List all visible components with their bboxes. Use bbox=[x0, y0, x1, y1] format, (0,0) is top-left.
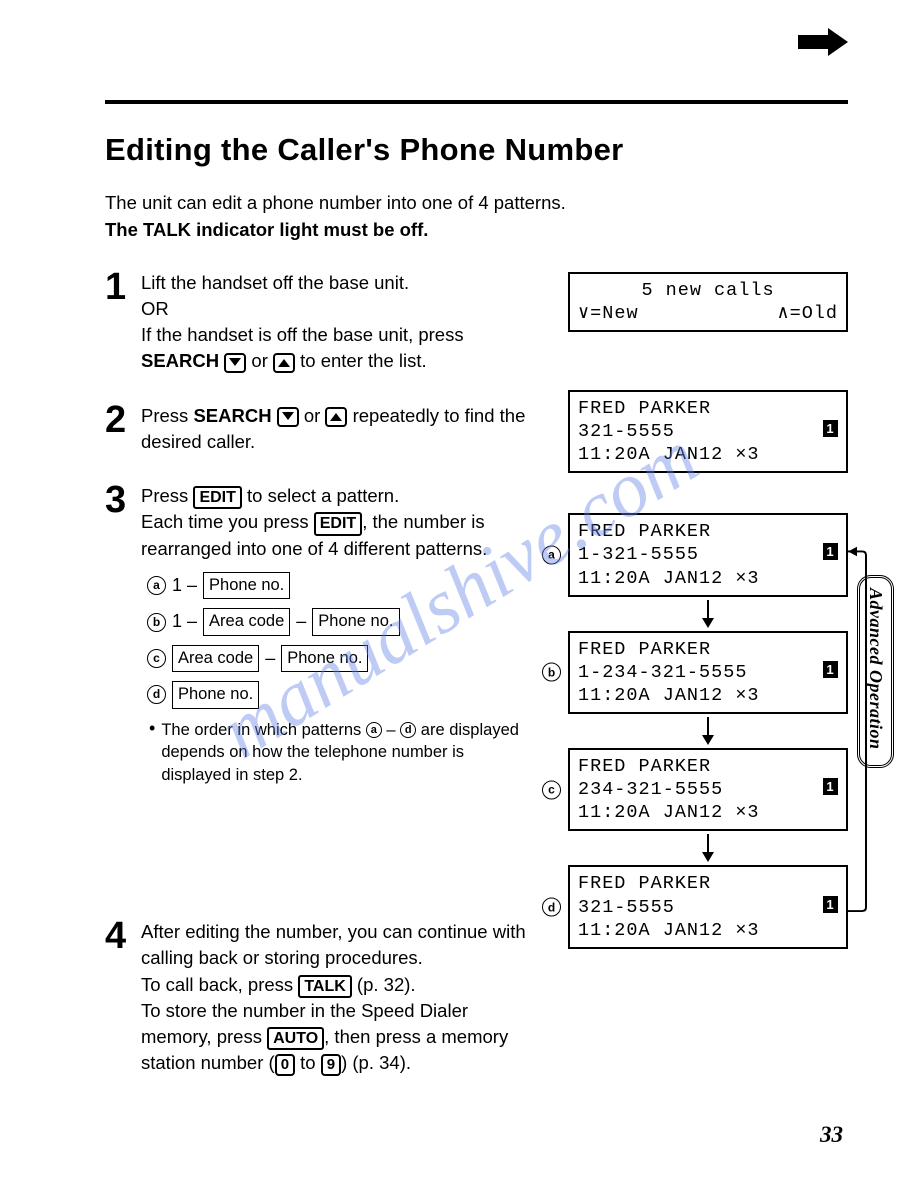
circle-a-icon: a bbox=[366, 722, 382, 738]
lcd-line: 5 new calls bbox=[578, 279, 838, 302]
lcd-datetime: 11:20A JAN12 ×3 bbox=[578, 919, 838, 942]
flow-arrow-icon bbox=[568, 831, 848, 865]
phone-no-box: Phone no. bbox=[203, 572, 290, 599]
lcd-name: FRED PARKER bbox=[578, 520, 838, 543]
bullet-icon: • bbox=[149, 719, 155, 787]
down-arrow-icon bbox=[277, 407, 299, 427]
lcd-screen: FRED PARKER 321-55551 11:20A JAN12 ×3 bbox=[568, 390, 848, 473]
circle-c-icon: c bbox=[542, 780, 561, 799]
manual-page: Editing the Caller's Phone Number The un… bbox=[0, 0, 918, 1188]
step-body: Press SEARCH or repeatedly to find the d… bbox=[141, 401, 535, 456]
circle-b-icon: b bbox=[147, 613, 166, 632]
pattern-a: a 1 – Phone no. bbox=[147, 572, 535, 599]
line-indicator-icon: 1 bbox=[823, 896, 838, 913]
next-page-arrow-icon bbox=[798, 28, 848, 56]
flow-arrow-icon bbox=[568, 714, 848, 748]
header-rule bbox=[105, 100, 848, 104]
phone-no-box: Phone no. bbox=[172, 681, 259, 708]
line-indicator-icon: 1 bbox=[823, 778, 838, 795]
lcd-screen: FRED PARKER 1-234-321-55551 11:20A JAN12… bbox=[568, 631, 848, 714]
lcd-number-line: 321-55551 bbox=[578, 896, 838, 919]
lcd-pattern-a: a FRED PARKER 1-321-55551 11:20A JAN12 ×… bbox=[568, 513, 848, 596]
page-title: Editing the Caller's Phone Number bbox=[105, 132, 848, 168]
zero-key: 0 bbox=[275, 1054, 295, 1076]
flow-arrow-icon bbox=[568, 597, 848, 631]
lcd-datetime: 11:20A JAN12 ×3 bbox=[578, 684, 838, 707]
step-number: 1 bbox=[105, 268, 141, 375]
step-number: 3 bbox=[105, 481, 141, 787]
line-indicator-icon: 1 bbox=[823, 543, 838, 560]
talk-key: TALK bbox=[298, 975, 351, 998]
lcd-number-line: 1-321-55551 bbox=[578, 543, 838, 566]
lcd-name: FRED PARKER bbox=[578, 872, 838, 895]
circle-d-icon: d bbox=[400, 722, 416, 738]
auto-key: AUTO bbox=[267, 1027, 324, 1050]
lcd-screen: FRED PARKER 234-321-55551 11:20A JAN12 ×… bbox=[568, 748, 848, 831]
step-body: After editing the number, you can contin… bbox=[141, 917, 535, 1077]
lcd-column: 5 new calls ∨=New∧=Old FRED PARKER 321-5… bbox=[568, 268, 848, 949]
step-number: 4 bbox=[105, 917, 141, 1077]
step-3: 3 Press EDIT to select a pattern. Each t… bbox=[105, 481, 535, 787]
pattern-b: b 1 – Area code – Phone no. bbox=[147, 608, 535, 635]
lcd-name: FRED PARKER bbox=[578, 638, 838, 661]
circle-a-icon: a bbox=[542, 545, 561, 564]
pattern-c: c Area code – Phone no. bbox=[147, 645, 535, 672]
down-arrow-icon bbox=[224, 353, 246, 373]
lcd-name: FRED PARKER bbox=[578, 755, 838, 778]
pattern-order-note: • The order in which patterns a – d are … bbox=[149, 719, 535, 787]
lcd-pattern-b: b FRED PARKER 1-234-321-55551 11:20A JAN… bbox=[568, 631, 848, 714]
intro-line-1: The unit can edit a phone number into on… bbox=[105, 192, 566, 213]
intro-text: The unit can edit a phone number into on… bbox=[105, 190, 848, 244]
search-key-label: SEARCH bbox=[193, 405, 271, 426]
pattern-screens: a FRED PARKER 1-321-55551 11:20A JAN12 ×… bbox=[568, 513, 848, 949]
step-1: 1 Lift the handset off the base unit. OR… bbox=[105, 268, 535, 375]
section-tab: Advanced Operation bbox=[857, 575, 894, 768]
edit-key: EDIT bbox=[193, 486, 241, 509]
circle-a-icon: a bbox=[147, 576, 166, 595]
circle-d-icon: d bbox=[147, 685, 166, 704]
edit-key: EDIT bbox=[314, 512, 362, 535]
circle-c-icon: c bbox=[147, 649, 166, 668]
pattern-list: a 1 – Phone no. b 1 – Area code – Phone … bbox=[147, 572, 535, 709]
lcd-pattern-d: d FRED PARKER 321-55551 11:20A JAN12 ×3 bbox=[568, 865, 848, 948]
step-number: 2 bbox=[105, 401, 141, 456]
circle-d-icon: d bbox=[542, 898, 561, 917]
lcd-datetime: 11:20A JAN12 ×3 bbox=[578, 443, 838, 466]
lcd-screen: FRED PARKER 1-321-55551 11:20A JAN12 ×3 bbox=[568, 513, 848, 596]
line-indicator-icon: 1 bbox=[823, 420, 838, 437]
area-code-box: Area code bbox=[172, 645, 259, 672]
lcd-initial: 5 new calls ∨=New∧=Old bbox=[568, 272, 848, 332]
phone-no-box: Phone no. bbox=[312, 608, 399, 635]
step-2: 2 Press SEARCH or repeatedly to find the… bbox=[105, 401, 535, 456]
step-body: Press EDIT to select a pattern. Each tim… bbox=[141, 481, 535, 787]
up-arrow-icon bbox=[273, 353, 295, 373]
pattern-d: d Phone no. bbox=[147, 681, 535, 708]
lcd-number-line: 1-234-321-55551 bbox=[578, 661, 838, 684]
up-arrow-icon bbox=[325, 407, 347, 427]
nine-key: 9 bbox=[321, 1054, 341, 1076]
lcd-screen: 5 new calls ∨=New∧=Old bbox=[568, 272, 848, 332]
step-body: Lift the handset off the base unit. OR I… bbox=[141, 268, 535, 375]
step-4: 4 After editing the number, you can cont… bbox=[105, 917, 535, 1077]
steps-column: 1 Lift the handset off the base unit. OR… bbox=[105, 268, 535, 1103]
line-indicator-icon: 1 bbox=[823, 661, 838, 678]
page-number: 33 bbox=[820, 1122, 843, 1148]
lcd-step2: FRED PARKER 321-55551 11:20A JAN12 ×3 bbox=[568, 390, 848, 473]
lcd-number-line: 321-55551 bbox=[578, 420, 838, 443]
search-key-label: SEARCH bbox=[141, 350, 219, 371]
phone-no-box: Phone no. bbox=[281, 645, 368, 672]
circle-b-icon: b bbox=[542, 663, 561, 682]
intro-line-2: The TALK indicator light must be off. bbox=[105, 219, 428, 240]
lcd-pattern-c: c FRED PARKER 234-321-55551 11:20A JAN12… bbox=[568, 748, 848, 831]
lcd-line: ∨=New∧=Old bbox=[578, 302, 838, 325]
lcd-name: FRED PARKER bbox=[578, 397, 838, 420]
lcd-datetime: 11:20A JAN12 ×3 bbox=[578, 801, 838, 824]
area-code-box: Area code bbox=[203, 608, 290, 635]
lcd-screen: FRED PARKER 321-55551 11:20A JAN12 ×3 bbox=[568, 865, 848, 948]
lcd-datetime: 11:20A JAN12 ×3 bbox=[578, 567, 838, 590]
lcd-number-line: 234-321-55551 bbox=[578, 778, 838, 801]
